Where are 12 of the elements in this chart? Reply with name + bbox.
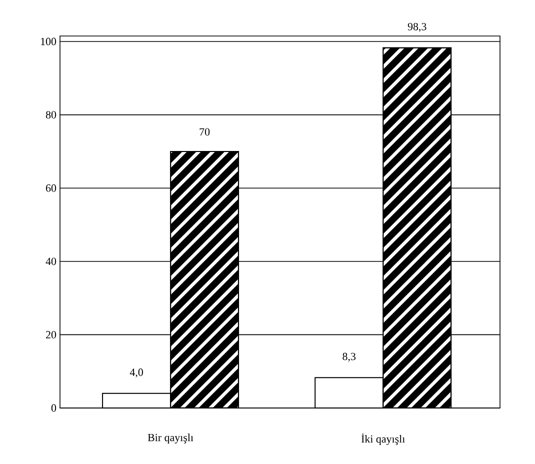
y-tick-label: 100 xyxy=(41,38,56,46)
data-label: 98,3 xyxy=(408,22,426,32)
data-label: 4,0 xyxy=(130,368,143,378)
y-tick-label: 40 xyxy=(46,258,56,266)
y-tick-label: 60 xyxy=(46,184,56,192)
x-tick-label: İki qayışlı xyxy=(361,434,405,445)
x-tick-label: Bir qayışlı xyxy=(148,434,194,444)
data-label: 70 xyxy=(200,128,210,136)
y-tick-label: 20 xyxy=(46,331,56,338)
y-tick-label: 80 xyxy=(46,111,56,118)
data-label: 8,3 xyxy=(342,352,356,362)
y-tick-label: 0 xyxy=(51,404,56,412)
